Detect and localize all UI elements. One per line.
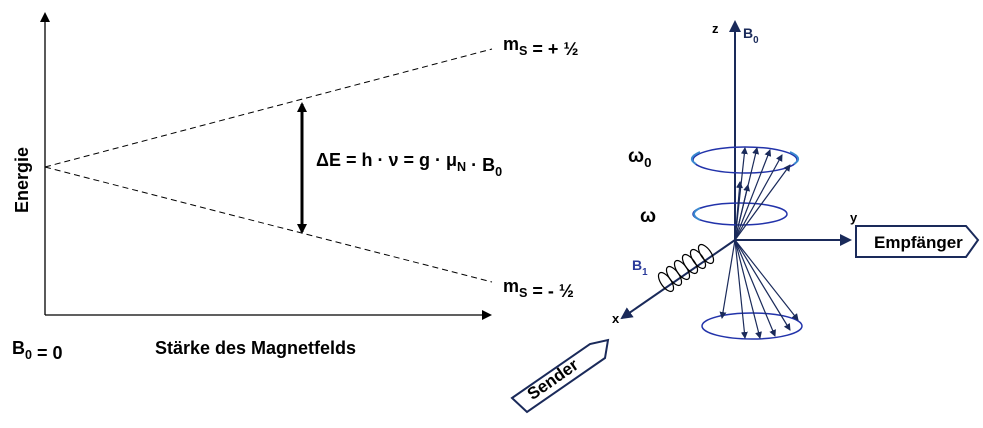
subscript: N — [457, 160, 466, 174]
text-part: = 0 — [32, 343, 63, 363]
rotation-arrow — [694, 208, 700, 220]
x-axis-label-3d: x — [612, 311, 620, 326]
precession-figure — [512, 22, 978, 412]
text-part: ΔE = h · ν = g · μ — [316, 150, 457, 170]
rf-field-label: B1 — [632, 257, 648, 278]
x-axis-3d — [622, 240, 735, 318]
subscript: 0 — [753, 35, 759, 46]
x-axis-label: Stärke des Magnetfelds — [155, 338, 356, 358]
receiver-label: Empfänger — [874, 233, 963, 252]
spin-vector — [735, 240, 760, 338]
spin-vector — [735, 240, 798, 320]
text-part: B — [632, 257, 642, 273]
body: Energie Stärke des Magnetfelds B0 = 0 mS… — [0, 0, 983, 423]
subscript: S — [519, 44, 527, 58]
z-axis-label: z — [712, 21, 719, 36]
lower-level-label: mS = - ½ — [503, 276, 574, 301]
precession-ellipse — [693, 203, 787, 225]
y-axis-label: Energie — [12, 147, 32, 213]
origin-label: B0 = 0 — [12, 338, 63, 363]
diagram: Energie Stärke des Magnetfelds B0 = 0 mS… — [0, 0, 983, 423]
spin-vectors — [722, 148, 798, 338]
subscript: 0 — [495, 165, 502, 179]
y-axis-label-3d: y — [850, 210, 858, 225]
text-part: · B — [466, 155, 495, 175]
text-part: m — [503, 34, 519, 54]
subscript: S — [519, 286, 527, 300]
text-part: B — [12, 338, 25, 358]
rf-frequency-label: ω — [640, 206, 656, 227]
z-field-label: B0 — [743, 25, 759, 46]
text-part: m — [503, 276, 519, 296]
text-part: B — [743, 25, 753, 41]
text-part: ω — [640, 206, 656, 227]
splitting-formula: ΔE = h · ν = g · μN · B0 — [316, 150, 502, 179]
spin-vector — [722, 240, 735, 318]
text-part: = + ½ — [527, 39, 578, 59]
spin-vector — [735, 240, 775, 336]
rf-coil — [656, 242, 717, 294]
page: {"energy_diagram": { "y_axis_label": "En… — [0, 0, 983, 423]
larmor-label: ω0 — [628, 146, 651, 170]
lower-level-line — [45, 167, 492, 282]
subscript: 1 — [642, 267, 648, 278]
text-part: ω — [628, 146, 644, 167]
text-part: = - ½ — [527, 281, 574, 301]
upper-level-label: mS = + ½ — [503, 34, 578, 59]
spin-vector — [735, 155, 782, 240]
subscript: 0 — [644, 155, 651, 170]
subscript: 0 — [25, 348, 32, 362]
